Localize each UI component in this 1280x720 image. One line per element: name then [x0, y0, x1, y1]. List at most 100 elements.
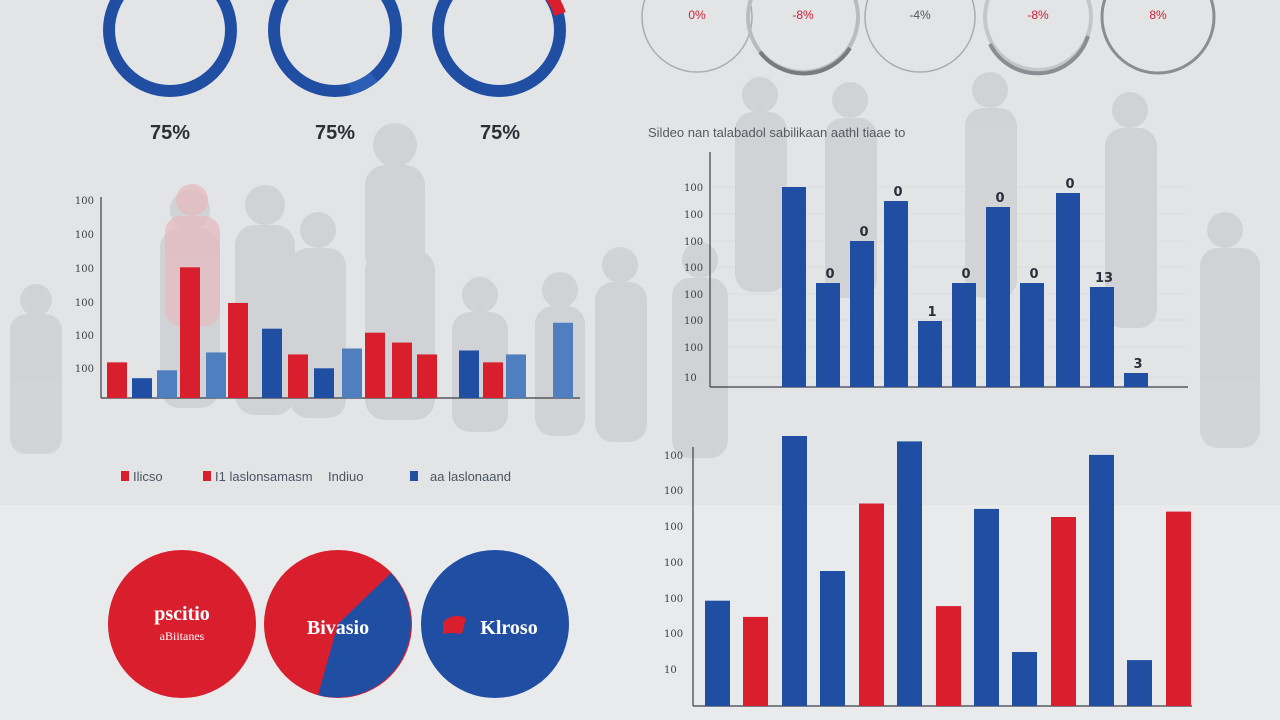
- rt-bar: [1056, 193, 1080, 387]
- gauge-4-label: -8%: [1027, 8, 1049, 22]
- left-bar-red: [392, 342, 412, 398]
- legend-swatch-2: [203, 471, 211, 481]
- pie-3-title: Klroso: [480, 617, 537, 639]
- rt-value-label: 3: [1133, 357, 1142, 372]
- rb-bar-blue: [974, 508, 999, 706]
- legend-label-4: aa laslonaand: [430, 469, 511, 484]
- rb-bar-blue: [705, 600, 730, 706]
- rt-bar: [1090, 287, 1114, 387]
- left-bar-red: [365, 332, 385, 398]
- left-bar-blue: [314, 368, 334, 398]
- pie-2-blue-slice: [318, 573, 411, 698]
- rt-value-label: 0: [995, 191, 1004, 206]
- rt-y-tick: 10: [684, 373, 697, 384]
- rt-value-label: 0: [1065, 177, 1074, 192]
- left-bar-red: [107, 362, 127, 398]
- rt-bar: [884, 201, 908, 387]
- legend-swatch-1: [121, 471, 129, 481]
- rt-value-label: 0: [1029, 267, 1038, 282]
- rt-bar: [782, 187, 806, 387]
- left-y-tick: 100: [75, 331, 94, 342]
- rt-bar: [918, 321, 942, 387]
- donut-2: [268, 0, 402, 97]
- rt-y-tick: 100: [684, 343, 703, 354]
- left-bar-blue: [262, 328, 282, 398]
- pie-1: pscitio aBiitanes: [108, 550, 256, 698]
- left-bar-red: [180, 267, 200, 398]
- pie-3: Klroso: [421, 550, 569, 698]
- rb-bar-blue: [820, 571, 845, 706]
- rb-y-tick: 100: [664, 451, 683, 462]
- rb-y-tick: 100: [664, 629, 683, 640]
- left-bar-chart: 100 100 100 100 100 100 Ilicso I1 laslonsamas…: [75, 196, 580, 484]
- rt-value-label: 0: [893, 185, 902, 200]
- gauge-group: 0% -8% -4% -8% 8%: [641, 0, 1216, 76]
- gauge-3: -4%: [864, 0, 976, 73]
- gauge-2: -8%: [746, 0, 860, 76]
- rb-bar-blue: [1089, 454, 1114, 706]
- gauge-1-label: 0%: [688, 8, 706, 22]
- rb-bar-red: [1051, 517, 1076, 706]
- left-y-tick: 100: [75, 298, 94, 309]
- left-bar-lightblue: [206, 352, 226, 398]
- rb-bar-red: [743, 616, 768, 706]
- donut-1-label: 75%: [150, 122, 190, 144]
- rb-y-tick: 100: [664, 594, 683, 605]
- rt-y-tick: 100: [684, 263, 703, 274]
- gauge-5: 8%: [1100, 0, 1216, 75]
- donut-3-label: 75%: [480, 122, 520, 144]
- donut-3: [432, 0, 566, 97]
- pie-2: Bivasio: [264, 550, 412, 698]
- rt-value-label: 1: [927, 305, 936, 320]
- rt-bar: [816, 283, 840, 387]
- left-bar-red: [228, 302, 248, 398]
- gauge-1: 0%: [641, 0, 753, 73]
- left-bar-lightblue: [553, 322, 573, 398]
- rb-bar-red: [936, 606, 961, 706]
- left-bar-blue: [132, 378, 152, 398]
- rt-value-label: 0: [859, 225, 868, 240]
- legend-label-3: Indiuo: [328, 469, 363, 484]
- gauge-5-label: 8%: [1149, 8, 1167, 22]
- left-bar-lightblue: [506, 354, 526, 398]
- rb-bar-blue: [782, 436, 807, 706]
- legend-label-2: I1 laslonsamasm: [215, 469, 313, 484]
- rb-bar-blue: [1012, 652, 1037, 706]
- rt-bar: [1124, 373, 1148, 387]
- rt-y-tick: 100: [684, 290, 703, 301]
- pie-2-title: Bivasio: [307, 617, 369, 639]
- legend-swatch-4: [410, 471, 418, 481]
- left-bar-lightblue: [342, 348, 362, 398]
- donut-2-label: 75%: [315, 122, 355, 144]
- pie-group: pscitio aBiitanes Bivasio Klroso: [108, 550, 569, 698]
- rt-y-tick: 100: [684, 237, 703, 248]
- rb-bar-red: [1166, 511, 1191, 706]
- rt-bar: [1020, 283, 1044, 387]
- left-legend: Ilicso I1 laslonsamasm Indiuo aa laslona…: [121, 469, 511, 484]
- legend-label-1: Ilicso: [133, 469, 163, 484]
- rt-bar: [986, 207, 1010, 387]
- rt-bar: [952, 283, 976, 387]
- rt-bar: [850, 241, 874, 387]
- left-y-tick: 100: [75, 196, 94, 207]
- left-bar-red: [288, 354, 308, 398]
- left-bar-red: [417, 354, 437, 398]
- rt-value-label: 0: [825, 267, 834, 282]
- right-chart-header: Sildeo nan talabadol sabilikaan aathl ti…: [648, 125, 905, 140]
- donut-1: [103, 0, 237, 97]
- donut-group: 75% 75% 75%: [103, 0, 566, 144]
- gauge-3-label: -4%: [909, 8, 931, 22]
- rt-value-label: 13: [1095, 271, 1113, 286]
- left-y-tick: 100: [75, 364, 94, 375]
- left-y-tick: 100: [75, 264, 94, 275]
- rb-y-tick: 100: [664, 522, 683, 533]
- rb-y-tick: 100: [664, 486, 683, 497]
- left-bar-blue: [459, 350, 479, 398]
- rb-y-tick: 10: [664, 665, 677, 676]
- rb-bar-red: [859, 503, 884, 706]
- rb-bar-blue: [1127, 660, 1152, 706]
- left-bar-red: [483, 362, 503, 398]
- right-bottom-bar-chart: 100 100 100 100 100 100 10: [664, 436, 1192, 707]
